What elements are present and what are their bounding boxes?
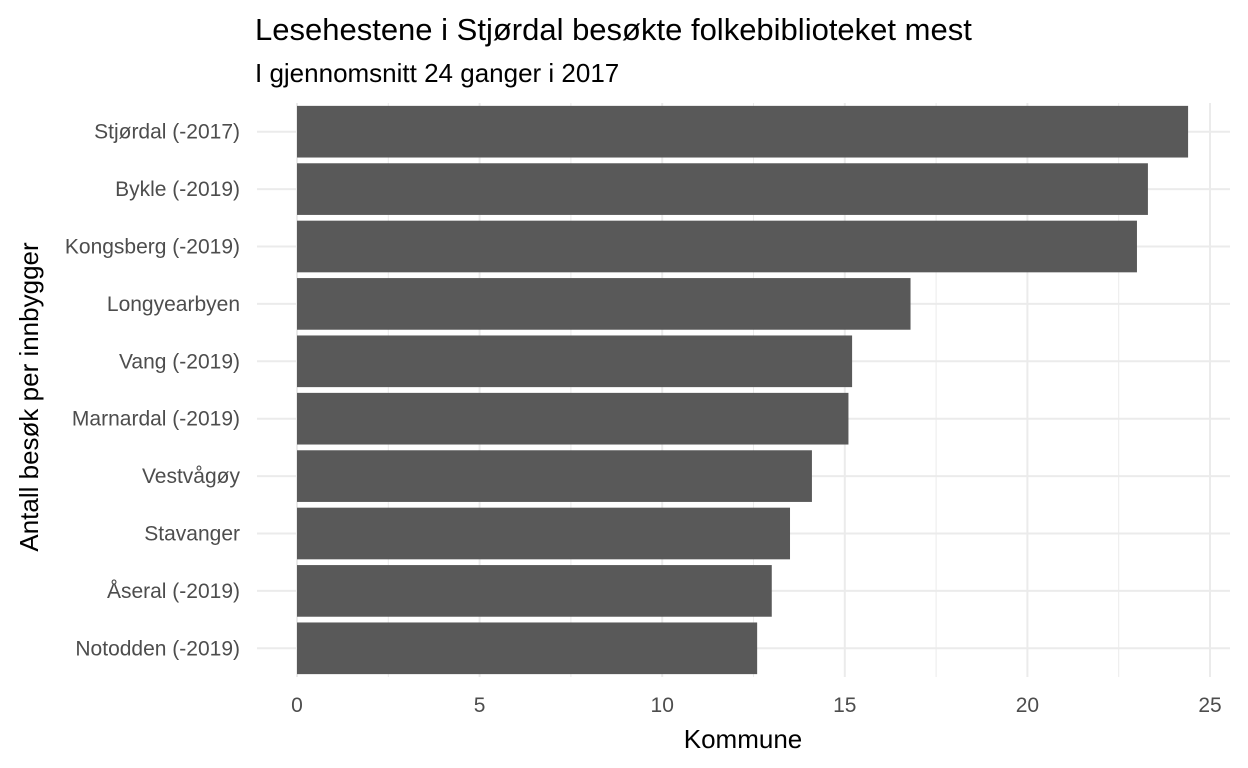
x-tick-label: 15 — [833, 694, 856, 717]
bar — [297, 105, 1189, 158]
x-tick-label: 20 — [1016, 694, 1039, 717]
category-label: Kongsberg (-2019) — [65, 236, 240, 259]
bar — [297, 335, 853, 388]
category-label: Stavanger — [144, 523, 240, 546]
category-label: Åseral (-2019) — [107, 580, 240, 603]
x-tick-label: 25 — [1198, 694, 1221, 717]
category-label: Vang (-2019) — [119, 350, 240, 373]
chart-title: Lesehestene i Stjørdal besøkte folkebibl… — [255, 12, 972, 47]
bar — [297, 392, 849, 445]
bar — [297, 622, 758, 675]
category-label: Notodden (-2019) — [75, 637, 240, 660]
bars — [297, 105, 1189, 675]
bar — [297, 565, 772, 617]
category-label: Stjørdal (-2017) — [94, 121, 240, 144]
x-tick-label: 10 — [651, 694, 674, 717]
bar — [297, 507, 791, 560]
category-label: Bykle (-2019) — [115, 178, 240, 201]
chart-subtitle: I gjennomsnitt 24 ganger i 2017 — [255, 58, 620, 88]
bar — [297, 450, 812, 502]
category-labels: Stjørdal (-2017) Bykle (-2019) Kongsberg (… — [65, 121, 241, 661]
bar — [297, 220, 1137, 273]
category-label: Vestvågøy — [142, 465, 241, 488]
bar — [297, 278, 911, 330]
bar — [297, 163, 1148, 215]
x-tick-label: 5 — [474, 694, 486, 717]
y-axis-title: Antall besøk per innbygger — [14, 242, 44, 552]
category-label: Longyearbyen — [107, 293, 240, 316]
category-label: Marnardal (-2019) — [72, 408, 240, 431]
x-axis-title: Kommune — [684, 724, 803, 754]
x-tick-labels: 0 5 10 15 20 25 — [291, 694, 1222, 717]
x-tick-label: 0 — [291, 694, 303, 717]
